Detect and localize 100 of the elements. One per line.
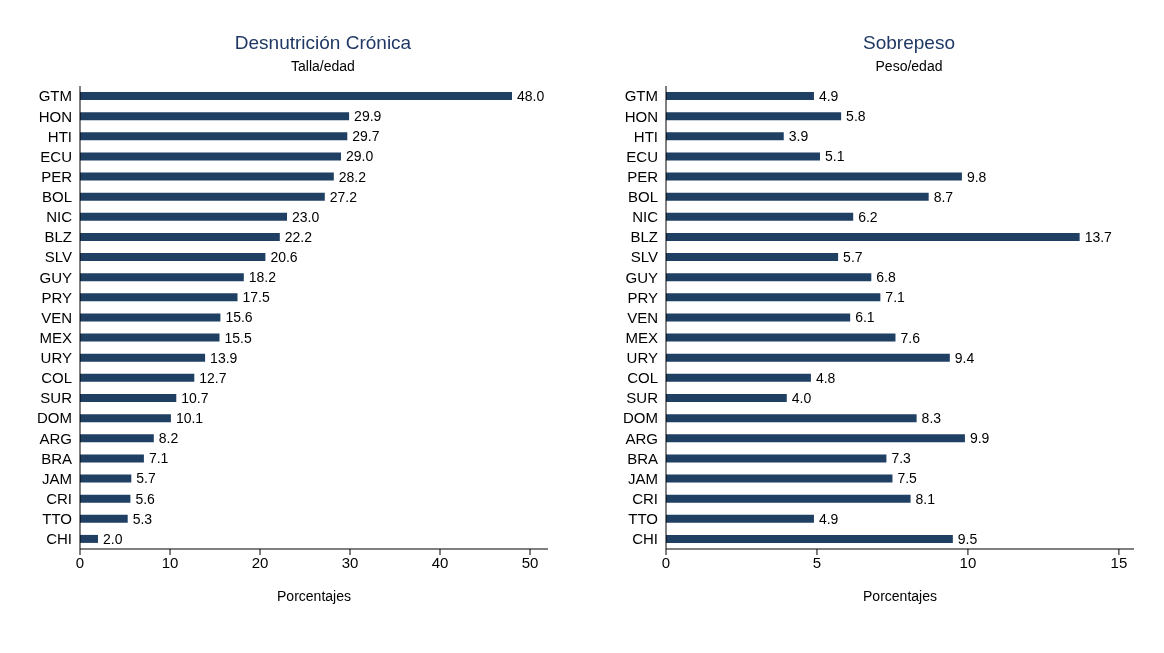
y-tick-label: SUR xyxy=(626,389,659,407)
data-label: 4.9 xyxy=(818,510,839,527)
y-tick-label: SLV xyxy=(44,248,72,266)
data-label: 6.2 xyxy=(858,208,878,225)
bar xyxy=(80,293,238,302)
bar xyxy=(80,454,144,463)
y-tick-label: HTI xyxy=(47,127,72,145)
data-label: 7.6 xyxy=(900,329,921,346)
y-tick-label: PER xyxy=(627,167,659,185)
bar xyxy=(666,534,953,543)
data-label: 4.8 xyxy=(815,369,836,386)
x-tick-label: 5 xyxy=(812,553,822,571)
y-tick-label: ECU xyxy=(626,147,658,165)
y-tick-label: HON xyxy=(624,107,658,125)
y-tick-label: SLV xyxy=(630,248,658,266)
x-tick-label: 10 xyxy=(959,553,977,571)
data-label: 23.0 xyxy=(292,208,320,225)
y-tick-label: HON xyxy=(38,107,72,125)
chart-title: Sobrepeso xyxy=(862,32,956,54)
bar xyxy=(80,414,171,423)
data-label: 28.2 xyxy=(338,168,367,185)
bar xyxy=(666,293,881,302)
bar xyxy=(666,273,872,282)
y-tick-label: URY xyxy=(40,349,72,367)
x-tick-label: 50 xyxy=(521,553,539,571)
x-tick-label: 15 xyxy=(1110,553,1128,571)
y-tick-label: COL xyxy=(41,369,72,387)
bar xyxy=(666,232,1080,241)
y-tick-label: BLZ xyxy=(630,228,658,246)
data-label: 10.1 xyxy=(175,410,204,427)
x-axis-title: Porcentajes xyxy=(863,588,937,604)
y-tick-label: VEN xyxy=(41,308,72,326)
data-label: 7.5 xyxy=(897,470,918,487)
bar xyxy=(80,333,220,342)
data-label: 48.0 xyxy=(517,88,545,105)
data-label: 7.1 xyxy=(148,450,169,467)
y-tick-label: BRA xyxy=(627,449,658,467)
y-tick-label: CHI xyxy=(632,530,658,548)
bar xyxy=(80,394,177,402)
y-tick-label: JAM xyxy=(628,469,658,487)
data-label: 22.2 xyxy=(284,228,313,245)
data-label: 8.3 xyxy=(921,410,942,427)
data-label: 5.6 xyxy=(135,490,156,507)
y-tick-label: BRA xyxy=(41,449,72,467)
bar xyxy=(666,92,814,101)
bar xyxy=(80,434,154,443)
y-tick-label: BLZ xyxy=(44,228,72,246)
bar xyxy=(80,112,350,121)
bar xyxy=(666,394,787,402)
y-tick-label: PRY xyxy=(627,288,658,306)
bar xyxy=(80,152,341,161)
bar xyxy=(80,212,287,221)
bar xyxy=(666,373,811,382)
y-tick-label: SUR xyxy=(40,389,73,407)
bar xyxy=(666,474,893,483)
data-label: 13.9 xyxy=(210,349,238,366)
y-tick-label: ARG xyxy=(39,429,72,447)
bar xyxy=(666,454,887,463)
data-label: 3.9 xyxy=(788,128,809,145)
y-tick-label: GUY xyxy=(39,268,72,286)
data-label: 29.9 xyxy=(354,108,382,125)
data-label: 4.9 xyxy=(818,88,839,105)
bar xyxy=(666,172,962,181)
bar xyxy=(666,212,854,221)
bar xyxy=(80,514,128,523)
bar xyxy=(80,313,221,322)
data-label: 12.7 xyxy=(199,369,227,386)
x-tick-label: 10 xyxy=(161,553,179,571)
data-label: 6.1 xyxy=(855,309,875,326)
bar xyxy=(666,152,820,161)
data-label: 9.5 xyxy=(957,530,978,547)
bar xyxy=(80,132,348,141)
bar xyxy=(666,253,839,262)
y-tick-label: TTO xyxy=(628,510,658,528)
bar xyxy=(666,192,929,201)
data-label: 9.4 xyxy=(954,349,975,366)
bar xyxy=(666,514,814,523)
y-tick-label: NIC xyxy=(632,208,659,226)
bar xyxy=(80,273,244,282)
x-axis-title: Porcentajes xyxy=(277,588,351,604)
x-tick-label: 0 xyxy=(75,553,85,571)
chart-title: Desnutrición Crónica xyxy=(233,32,413,54)
y-tick-label: CHI xyxy=(46,530,72,548)
data-label: 15.5 xyxy=(224,329,252,346)
y-tick-label: PER xyxy=(41,167,73,185)
data-label: 15.6 xyxy=(225,309,253,326)
data-label: 27.2 xyxy=(329,188,358,205)
bar xyxy=(80,494,131,503)
data-label: 5.8 xyxy=(846,108,866,125)
data-label: 18.2 xyxy=(248,269,277,286)
y-tick-label: HTI xyxy=(633,127,658,145)
data-label: 29.0 xyxy=(346,148,374,165)
y-tick-label: ARG xyxy=(625,429,658,447)
bar xyxy=(666,414,917,423)
bar xyxy=(666,313,851,322)
y-tick-label: GTM xyxy=(624,87,658,105)
y-tick-label: URY xyxy=(626,349,658,367)
data-label: 2.0 xyxy=(103,530,123,547)
data-label: 6.8 xyxy=(876,269,896,286)
y-tick-label: NIC xyxy=(46,208,73,226)
